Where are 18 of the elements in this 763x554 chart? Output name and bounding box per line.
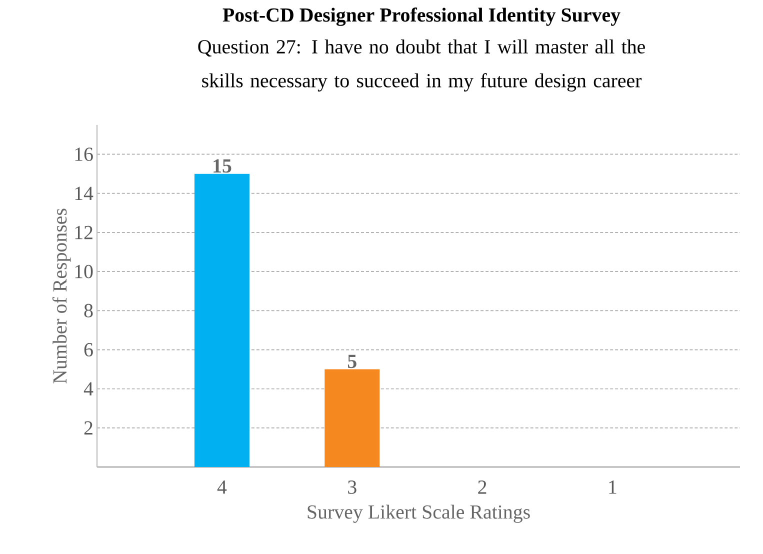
y-tick-label: 8 bbox=[84, 304, 93, 318]
chart-title: Post-CD Designer Professional Identity Survey bbox=[222, 8, 620, 26]
x-tick-label: 1 bbox=[609, 480, 616, 494]
y-tick-label: 16 bbox=[75, 148, 93, 161]
x-tick-label: 4 bbox=[217, 480, 227, 494]
y-tick-label: 4 bbox=[84, 382, 94, 396]
y-axis-title: Number of Responses bbox=[52, 208, 71, 384]
chart-subtitle: Question 27: I have no doubt that I will master all the skills necessary to succeed in my future design career bbox=[198, 40, 645, 92]
x-tick-label: 2 bbox=[478, 480, 486, 494]
y-tick-label: 10 bbox=[75, 264, 93, 278]
data-label: 15 bbox=[214, 159, 232, 173]
y-tick-label: 6 bbox=[84, 343, 93, 356]
y-tick-label: 12 bbox=[75, 226, 92, 240]
x-tick-label: 3 bbox=[348, 480, 356, 494]
y-tick-label: 14 bbox=[75, 186, 94, 200]
data-label: 5 bbox=[348, 354, 356, 368]
x-axis-title: Survey Likert Scale Ratings bbox=[308, 504, 530, 523]
y-tick-label: 2 bbox=[84, 421, 92, 434]
